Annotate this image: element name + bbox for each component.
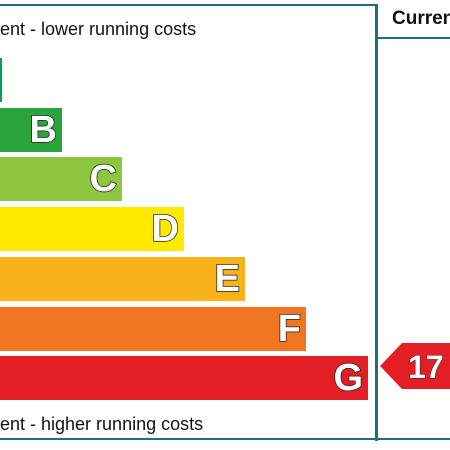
band-e: E [0,257,245,301]
divider-bottom [0,438,450,440]
current-column-header: Curren [392,8,450,29]
band-f-letter: F [277,308,302,350]
current-rating-arrow-shape [380,343,450,389]
current-rating-arrow [380,343,450,389]
divider-header [376,37,450,39]
band-e-letter: E [214,258,241,300]
band-b-letter: B [29,109,58,151]
band-c-letter: C [89,158,118,200]
divider-top [0,4,376,6]
efficiency-bottom-caption: ent - higher running costs [0,414,204,434]
current-rating-value: 17 [408,349,445,386]
band-c: C [0,157,122,201]
band-a [0,58,2,102]
band-g: G [0,356,368,400]
divider-column [375,4,378,441]
band-g-letter: G [333,357,364,399]
band-b: B [0,108,62,152]
band-d: D [0,207,184,251]
band-d-letter: D [151,208,180,250]
band-f: F [0,307,306,351]
efficiency-top-caption: ent - lower running costs [0,19,197,39]
